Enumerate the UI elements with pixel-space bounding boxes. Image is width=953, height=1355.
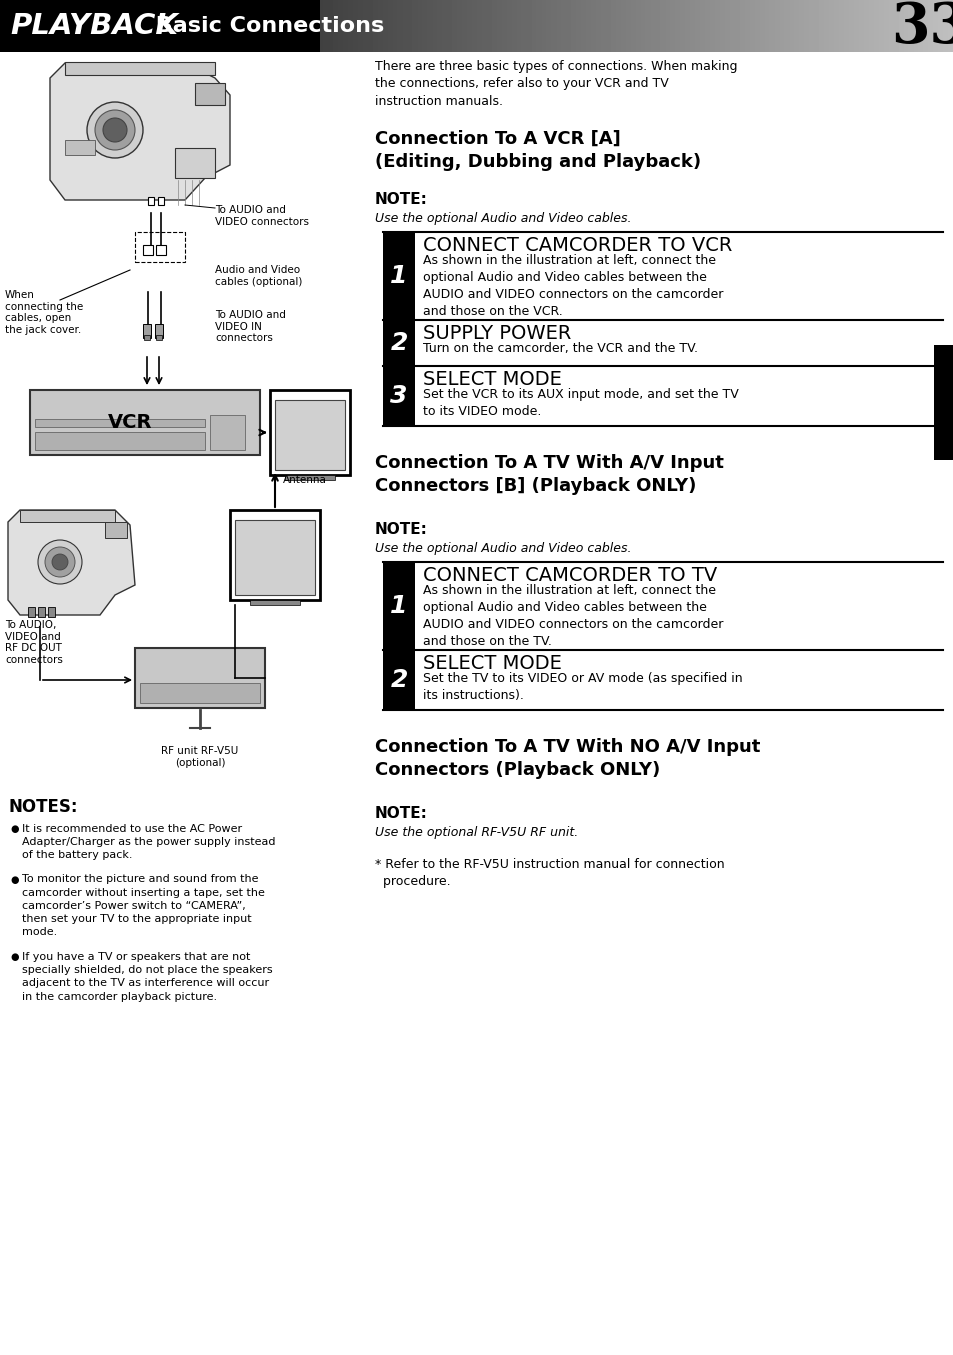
Text: SELECT MODE: SELECT MODE [422,370,561,389]
Bar [156,335,162,340]
Text: To AUDIO,
VIDEO and
RF DC OUT
connectors: To AUDIO, VIDEO and RF DC OUT connectors [5,621,63,665]
Bar [382,650,415,710]
Bar [65,62,214,75]
Text: 1: 1 [390,593,407,618]
Text: To AUDIO and
VIDEO IN
connectors: To AUDIO and VIDEO IN connectors [214,310,286,343]
Text: 1: 1 [390,264,407,289]
Text: When
connecting the
cables, open
the jack cover.: When connecting the cables, open the jac… [5,290,83,335]
Text: 33: 33 [890,0,953,56]
Bar [143,324,151,337]
Text: SELECT MODE: SELECT MODE [422,654,561,673]
Circle shape [95,110,135,150]
Bar [35,432,205,450]
Text: To monitor the picture and sound from the
camcorder without inserting a tape, se: To monitor the picture and sound from th… [22,874,265,938]
Bar [382,320,415,366]
Bar [35,419,205,427]
Bar [158,196,164,205]
Text: NOTES:: NOTES: [8,798,77,816]
Text: SUPPLY POWER: SUPPLY POWER [422,324,571,343]
Bar [135,648,265,709]
Bar [38,607,45,617]
Bar [274,400,345,470]
Text: RF unit RF-V5U
(optional): RF unit RF-V5U (optional) [161,747,238,767]
Circle shape [87,102,143,159]
Text: Turn on the camcorder, the VCR and the TV.: Turn on the camcorder, the VCR and the T… [422,341,698,355]
Circle shape [45,547,75,577]
Bar [65,140,95,154]
Text: As shown in the illustration at left, connect the
optional Audio and Video cable: As shown in the illustration at left, co… [422,253,722,318]
Text: 3: 3 [390,383,407,408]
Text: ●: ● [10,953,18,962]
Bar [174,148,214,178]
Text: Basic Connections: Basic Connections [148,16,384,37]
Bar [382,562,415,650]
Bar [270,390,350,476]
Bar [250,600,299,604]
Text: NOTE:: NOTE: [375,806,428,821]
Bar [0,0,319,51]
Bar [285,476,335,480]
Bar [143,245,152,255]
Polygon shape [8,509,135,615]
Text: CONNECT CAMCORDER TO VCR: CONNECT CAMCORDER TO VCR [422,236,732,255]
Bar [933,346,953,459]
Text: Use the optional RF-V5U RF unit.: Use the optional RF-V5U RF unit. [375,827,578,839]
Text: 2: 2 [390,668,407,692]
Text: CONNECT CAMCORDER TO TV: CONNECT CAMCORDER TO TV [422,566,717,585]
Bar [48,607,55,617]
Bar [234,520,314,595]
Text: NOTE:: NOTE: [375,192,428,207]
Bar [194,83,225,104]
Text: Connection To A TV With NO A/V Input
Connectors (Playback ONLY): Connection To A TV With NO A/V Input Con… [375,738,760,779]
Text: PLAYBACK: PLAYBACK [10,12,178,41]
Polygon shape [50,62,230,201]
Bar [382,366,415,425]
Text: To AUDIO and
VIDEO connectors: To AUDIO and VIDEO connectors [214,205,309,226]
Bar [382,232,415,320]
Text: VCR: VCR [108,413,152,432]
Circle shape [103,118,127,142]
Bar [135,232,185,262]
Text: NOTE:: NOTE: [375,522,428,537]
Bar [156,245,166,255]
Bar [154,324,163,337]
Bar [105,522,127,538]
Circle shape [52,554,68,570]
Text: As shown in the illustration at left, connect the
optional Audio and Video cable: As shown in the illustration at left, co… [422,584,722,648]
Text: Set the VCR to its AUX input mode, and set the TV
to its VIDEO mode.: Set the VCR to its AUX input mode, and s… [422,388,738,417]
Text: ●: ● [10,824,18,833]
Text: Use the optional Audio and Video cables.: Use the optional Audio and Video cables. [375,211,631,225]
Text: If you have a TV or speakers that are not
specially shielded, do not place the s: If you have a TV or speakers that are no… [22,953,273,1001]
Text: Set the TV to its VIDEO or AV mode (as specified in
its instructions).: Set the TV to its VIDEO or AV mode (as s… [422,672,741,702]
Bar [30,390,260,455]
Text: Connection To A VCR [A]
(Editing, Dubbing and Playback): Connection To A VCR [A] (Editing, Dubbin… [375,130,700,171]
Bar [28,607,35,617]
Text: ●: ● [10,874,18,885]
Bar [140,683,260,703]
Text: Antenna: Antenna [283,476,327,485]
Text: * Refer to the RF-V5U instruction manual for connection
  procedure.: * Refer to the RF-V5U instruction manual… [375,858,724,889]
Text: There are three basic types of connections. When making
the connections, refer a: There are three basic types of connectio… [375,60,737,108]
Bar [20,509,115,522]
Text: Use the optional Audio and Video cables.: Use the optional Audio and Video cables. [375,542,631,556]
Text: Connection To A TV With A/V Input
Connectors [B] (Playback ONLY): Connection To A TV With A/V Input Connec… [375,454,723,495]
Text: 2: 2 [390,331,407,355]
Text: It is recommended to use the AC Power
Adapter/Charger as the power supply instea: It is recommended to use the AC Power Ad… [22,824,275,860]
Circle shape [38,541,82,584]
Bar [144,335,150,340]
Bar [210,415,245,450]
Text: Audio and Video
cables (optional): Audio and Video cables (optional) [214,266,302,287]
Bar [230,509,319,600]
Bar [148,196,153,205]
